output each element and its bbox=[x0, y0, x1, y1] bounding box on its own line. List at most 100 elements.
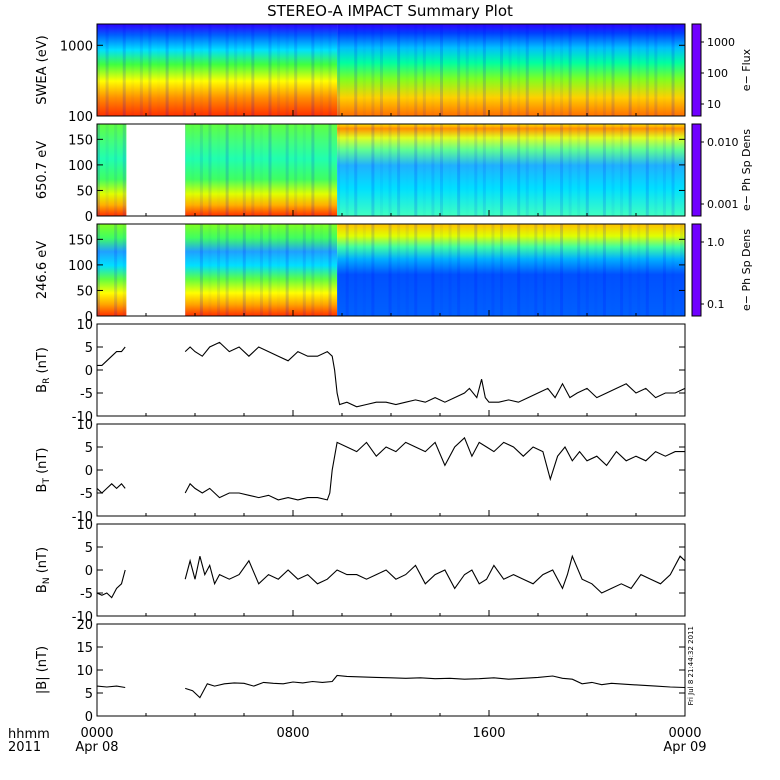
heatmap-texture bbox=[551, 24, 555, 116]
heatmap-texture bbox=[345, 224, 349, 316]
heatmap-texture bbox=[534, 224, 538, 316]
y-tick-label: 1000 bbox=[60, 39, 93, 54]
y-tick-label: 0 bbox=[85, 310, 93, 325]
heatmap-texture bbox=[208, 24, 212, 116]
heatmap-texture bbox=[585, 124, 589, 216]
y-tick-label: 5 bbox=[85, 541, 93, 556]
heatmap-texture bbox=[525, 124, 529, 216]
heatmap-texture bbox=[234, 24, 238, 116]
heatmap-texture bbox=[165, 24, 169, 116]
y-tick-label: 50 bbox=[76, 284, 93, 299]
heatmap-texture bbox=[585, 24, 589, 116]
heatmap-texture bbox=[406, 24, 409, 116]
heatmap-texture bbox=[654, 224, 657, 316]
y-tick-label: 150 bbox=[68, 133, 93, 148]
heatmap-texture bbox=[122, 24, 126, 116]
heatmap-texture bbox=[302, 224, 306, 316]
heatmap-texture bbox=[217, 24, 220, 116]
heatmap-texture bbox=[577, 24, 580, 116]
heatmap-texture bbox=[542, 24, 546, 116]
heatmap-texture bbox=[440, 224, 443, 316]
heatmap-texture bbox=[379, 124, 383, 216]
heatmap-texture bbox=[620, 224, 624, 316]
colorbar-label: e− Flux bbox=[740, 48, 753, 91]
heatmap-texture bbox=[671, 224, 675, 316]
data-gap bbox=[126, 124, 186, 216]
heatmap-texture bbox=[217, 124, 220, 216]
heatmap-texture bbox=[662, 224, 666, 316]
panel-3: 1.0 0.1 e− Ph Sp Dens 150 100 50 0 246.6 eV bbox=[35, 223, 753, 325]
heatmap-texture bbox=[217, 224, 221, 316]
heatmap-texture bbox=[362, 224, 366, 316]
y-tick-label: 20 bbox=[76, 618, 93, 633]
heatmap-texture bbox=[551, 124, 554, 216]
heatmap-texture bbox=[328, 124, 332, 216]
heatmap-texture bbox=[491, 124, 494, 216]
heatmap-texture bbox=[97, 224, 100, 316]
year-label: 2011 bbox=[8, 740, 41, 755]
heatmap-texture bbox=[560, 24, 564, 116]
heatmap-texture bbox=[328, 24, 332, 116]
heatmap-texture bbox=[200, 24, 203, 116]
heatmap-texture bbox=[577, 124, 581, 216]
heatmap-texture bbox=[234, 124, 237, 216]
heatmap-texture bbox=[577, 224, 581, 316]
heatmap-texture bbox=[285, 224, 289, 316]
heatmap-texture bbox=[199, 224, 203, 316]
heatmap-texture bbox=[397, 124, 401, 216]
heatmap-texture bbox=[389, 24, 392, 116]
y-axis-label: 650.7 eV bbox=[35, 141, 50, 199]
heatmap-texture bbox=[379, 24, 383, 116]
colorbar-tick-label: 100 bbox=[707, 67, 728, 80]
heatmap-texture bbox=[482, 124, 486, 216]
time-format-label: hhmm bbox=[8, 727, 50, 742]
heatmap-texture bbox=[654, 124, 657, 216]
y-tick-label: 10 bbox=[76, 664, 93, 679]
heatmap-texture bbox=[482, 24, 486, 116]
heatmap-texture bbox=[414, 224, 418, 316]
heatmap-texture bbox=[405, 224, 409, 316]
heatmap-texture bbox=[500, 124, 504, 216]
y-tick-label: 10 bbox=[76, 318, 93, 333]
y-axis-label: BR (nT) bbox=[35, 347, 52, 393]
heatmap-texture bbox=[637, 24, 640, 116]
heatmap-texture bbox=[483, 224, 486, 316]
heatmap-texture bbox=[628, 124, 632, 216]
heatmap-texture bbox=[645, 124, 649, 216]
heatmap-texture bbox=[105, 124, 109, 216]
heatmap-texture bbox=[585, 224, 589, 316]
heatmap-texture bbox=[654, 24, 658, 116]
series-line bbox=[96, 674, 686, 699]
heatmap-texture bbox=[526, 224, 529, 316]
colorbar-label: e− Ph Sp Dens bbox=[740, 129, 753, 211]
heatmap-texture bbox=[277, 24, 281, 116]
heatmap-texture bbox=[208, 224, 211, 316]
heatmap-texture bbox=[466, 224, 469, 316]
heatmap-segment bbox=[337, 24, 685, 116]
colorbar-tick-label: 1.0 bbox=[707, 236, 725, 249]
series-line bbox=[96, 436, 685, 501]
heatmap-texture bbox=[440, 24, 443, 116]
heatmap-texture bbox=[371, 224, 375, 316]
heatmap-texture bbox=[337, 224, 340, 316]
heatmap-texture bbox=[260, 24, 263, 116]
x-tick-label: 0000 bbox=[668, 726, 701, 741]
y-axis-label: BT (nT) bbox=[35, 448, 52, 493]
panel-2: 0.010 0.001 e− Ph Sp Dens 150 100 50 0 650.7 eV bbox=[35, 123, 753, 225]
x-tick-date-label: Apr 08 bbox=[75, 740, 118, 755]
y-tick-label: 50 bbox=[76, 184, 93, 199]
y-tick-label: -10 bbox=[72, 510, 93, 525]
heatmap-texture bbox=[131, 24, 134, 116]
heatmap-texture bbox=[397, 24, 401, 116]
heatmap-texture bbox=[509, 224, 512, 316]
heatmap-texture bbox=[311, 124, 315, 216]
heatmap-texture bbox=[259, 224, 263, 316]
heatmap-texture bbox=[602, 124, 606, 216]
heatmap-texture bbox=[500, 224, 504, 316]
x-tick-label: 0800 bbox=[276, 726, 309, 741]
series-line bbox=[96, 554, 686, 599]
heatmap-texture bbox=[449, 24, 452, 116]
heatmap-texture bbox=[423, 224, 426, 316]
heatmap-texture bbox=[363, 24, 366, 116]
